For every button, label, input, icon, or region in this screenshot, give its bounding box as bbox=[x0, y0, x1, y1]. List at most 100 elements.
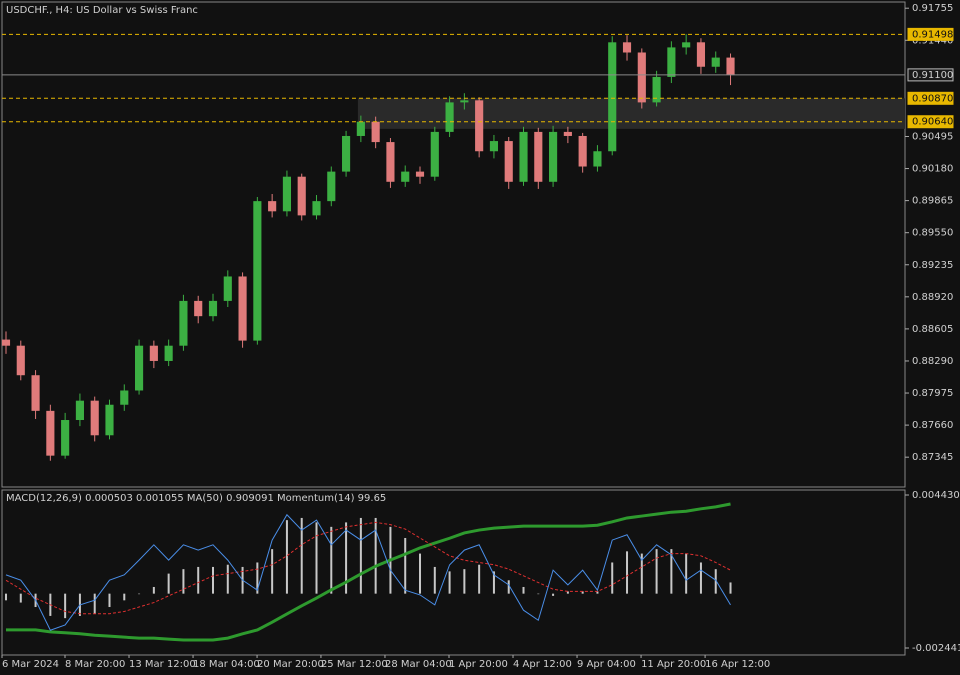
histogram-bar bbox=[182, 569, 185, 594]
candle-body bbox=[208, 300, 218, 317]
candle-body bbox=[401, 171, 410, 182]
histogram-bar bbox=[93, 593, 96, 614]
candle-body bbox=[460, 100, 469, 103]
candle-body bbox=[105, 404, 114, 436]
ma-line bbox=[5, 502, 731, 642]
x-tick-label: 4 Apr 12:00 bbox=[513, 659, 572, 670]
y-tick-label: 0.90180 bbox=[912, 164, 953, 175]
candle-body bbox=[726, 57, 735, 75]
candle-body bbox=[179, 300, 188, 346]
candle-body bbox=[297, 176, 306, 216]
x-tick-label: 20 Mar 20:00 bbox=[257, 659, 324, 670]
histogram-bar bbox=[404, 537, 407, 594]
y-tick-label: 0.90495 bbox=[912, 131, 953, 142]
candle-body bbox=[120, 390, 129, 405]
indicator-title: MACD(12,26,9) 0.000503 0.001055 MA(50) 0… bbox=[6, 493, 386, 504]
candle-body bbox=[238, 276, 247, 341]
histogram-bar bbox=[640, 553, 643, 594]
candle-body bbox=[563, 131, 572, 136]
histogram-bar bbox=[300, 517, 303, 594]
candle-body bbox=[135, 345, 144, 391]
candle-body bbox=[61, 420, 70, 456]
candle-body bbox=[445, 102, 454, 132]
y-tick-label: 0.88920 bbox=[912, 292, 953, 303]
candle-body bbox=[1, 339, 11, 346]
histogram-bar bbox=[226, 564, 229, 594]
candle-body bbox=[430, 131, 439, 177]
histogram-bar bbox=[419, 553, 422, 594]
y-tick-label: 0.89865 bbox=[912, 196, 953, 207]
histogram-bar bbox=[685, 553, 688, 594]
candle-body bbox=[711, 57, 720, 67]
candle-body bbox=[549, 131, 558, 182]
histogram-bar bbox=[596, 591, 599, 594]
histogram-bar bbox=[123, 593, 126, 601]
candle-body bbox=[475, 100, 484, 152]
level-label: 0.90640 bbox=[912, 117, 953, 128]
candle-body bbox=[637, 52, 646, 103]
x-tick-label: 25 Mar 12:00 bbox=[321, 659, 388, 670]
histogram-bar bbox=[714, 569, 717, 594]
histogram-bar bbox=[699, 562, 702, 594]
histogram-bar bbox=[212, 566, 215, 594]
y-tick-label: 0.89235 bbox=[912, 260, 953, 271]
x-tick-label: 6 Mar 2024 bbox=[2, 659, 59, 670]
candle-body bbox=[253, 201, 262, 341]
x-tick-label: 1 Apr 20:00 bbox=[449, 659, 508, 670]
histogram-bar bbox=[167, 573, 170, 594]
candle-body bbox=[608, 42, 617, 152]
histogram-bar bbox=[330, 526, 333, 594]
histogram-bar bbox=[359, 517, 362, 594]
candle-body bbox=[622, 42, 632, 53]
zone bbox=[357, 98, 905, 129]
x-tick-label: 28 Mar 04:00 bbox=[385, 659, 452, 670]
level-label: 0.91100 bbox=[912, 70, 953, 81]
plot-frame bbox=[1, 1, 906, 488]
y-tick-label: 0.87975 bbox=[912, 388, 953, 399]
histogram-bar bbox=[315, 522, 318, 594]
candle-body bbox=[149, 345, 158, 361]
histogram-bar bbox=[492, 571, 495, 594]
x-tick-label: 9 Apr 04:00 bbox=[577, 659, 636, 670]
y-tick-label: 0.91755 bbox=[912, 3, 953, 14]
candle-body bbox=[223, 276, 232, 301]
histogram-bar bbox=[374, 517, 377, 594]
histogram-bar bbox=[581, 591, 584, 594]
histogram-bar bbox=[285, 520, 288, 594]
plot-frame bbox=[1, 489, 906, 656]
histogram-bar bbox=[463, 569, 466, 594]
chart-title: USDCHF., H4: US Dollar vs Swiss Franc bbox=[6, 5, 198, 16]
candle-body bbox=[327, 171, 336, 202]
candle-body bbox=[194, 300, 203, 317]
signal-line bbox=[5, 521, 731, 615]
y-tick-label: 0.88605 bbox=[912, 324, 953, 335]
histogram-bar bbox=[64, 593, 67, 619]
candle-body bbox=[682, 42, 691, 48]
y-tick-label: 0.89550 bbox=[912, 228, 953, 239]
level-label-box bbox=[907, 68, 954, 82]
candle-body bbox=[386, 142, 395, 182]
histogram-bar bbox=[448, 571, 451, 594]
candle-body bbox=[519, 131, 528, 182]
candle-body bbox=[282, 176, 291, 212]
y-tick-label: 0.004430 bbox=[912, 490, 960, 501]
y-tick-label: 0.88290 bbox=[912, 356, 953, 367]
histogram-bar bbox=[108, 593, 111, 608]
histogram-bar bbox=[537, 593, 540, 595]
histogram-bar bbox=[19, 593, 22, 603]
candle-body bbox=[164, 345, 173, 361]
histogram-bar bbox=[271, 549, 274, 594]
momentum-line bbox=[5, 513, 731, 631]
candle-body bbox=[268, 201, 277, 212]
x-tick-label: 11 Apr 20:00 bbox=[641, 659, 706, 670]
candle-body bbox=[312, 201, 321, 216]
histogram-bar bbox=[4, 593, 7, 601]
x-tick-label: 13 Mar 12:00 bbox=[129, 659, 196, 670]
histogram-bar bbox=[611, 562, 614, 594]
histogram-bar bbox=[138, 593, 141, 595]
x-tick-label: 8 Mar 20:00 bbox=[65, 659, 125, 670]
candle-body bbox=[356, 121, 365, 136]
candle-body bbox=[31, 375, 40, 411]
candle-body bbox=[342, 135, 351, 172]
